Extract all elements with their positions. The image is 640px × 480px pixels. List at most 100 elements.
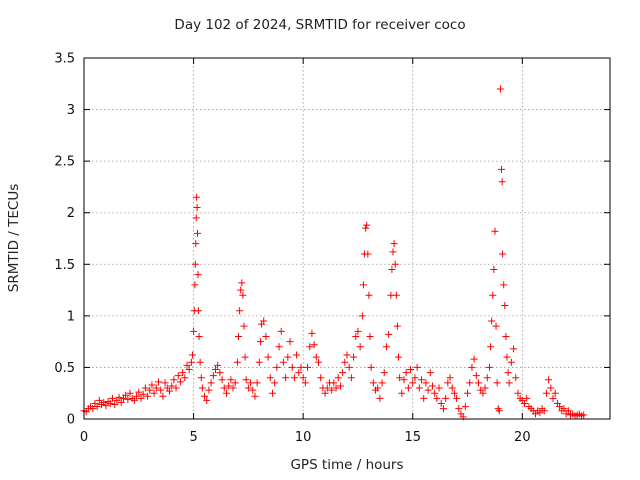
data-point [146,386,154,394]
data-point [310,341,318,349]
data-point [547,384,555,392]
x-tick-label: 15 [404,430,421,445]
data-point [239,291,247,299]
data-point [290,374,298,382]
y-tick-label: 1 [67,309,75,324]
data-point [488,317,496,325]
data-point [241,353,249,361]
data-point [364,250,372,258]
data-point [487,343,495,351]
data-point [363,221,371,229]
data-point [580,411,588,419]
data-point [472,372,480,380]
data-point [168,382,176,390]
data-point [437,400,445,408]
data-point [198,384,206,392]
data-point [220,384,228,392]
data-point [172,384,180,392]
data-point [374,384,382,392]
data-point [491,227,499,235]
data-point [428,382,436,390]
data-point [115,393,123,401]
data-point [435,384,443,392]
data-point [502,332,510,340]
data-point [251,392,259,400]
data-point [191,260,199,268]
x-tick-label: 0 [80,430,88,445]
data-point [521,400,529,408]
data-point [321,389,329,397]
data-point [540,407,548,415]
data-point [389,248,397,256]
data-point [212,365,219,373]
data-point [262,332,270,340]
data-point [301,379,309,387]
data-point [392,291,400,299]
data-point [549,394,557,402]
data-point [450,389,458,397]
data-point [362,224,370,232]
data-point [170,376,178,384]
data-point [227,376,235,384]
data-point [139,390,147,398]
data-point [420,394,428,402]
data-point [95,396,103,404]
data-point [236,307,244,315]
data-point [135,388,143,396]
data-point [388,265,396,273]
data-point [242,376,250,384]
data-point [194,271,202,279]
data-point [117,398,125,406]
data-point [426,369,434,377]
axis-ticks [83,57,610,420]
data-point [124,395,132,403]
data-point [229,384,237,392]
data-point [542,389,550,397]
data-point [391,260,399,268]
data-point [503,353,511,361]
data-points [80,85,588,421]
data-point [188,351,196,359]
y-tick-label: 3.5 [54,52,75,67]
data-point [240,322,248,330]
plot-frame [83,57,611,420]
data-point [369,379,377,387]
data-point [317,374,325,382]
data-point [194,307,202,315]
data-point [523,394,531,402]
data-point [564,407,572,415]
x-axis-label: GPS time / hours [290,457,404,473]
data-point [181,374,189,382]
data-point [244,384,252,392]
data-point [249,386,257,394]
data-point [111,401,119,409]
data-point [209,372,217,380]
data-point [196,358,204,366]
data-point [461,403,469,411]
data-point [496,85,504,93]
data-point [299,374,307,382]
data-point [253,379,261,387]
data-point [238,279,246,287]
data-point [150,389,158,397]
data-point [205,386,213,394]
data-point [358,312,366,320]
data-point [464,389,472,397]
data-point [356,343,364,351]
data-point [402,369,410,377]
data-point [398,389,406,397]
data-point [237,286,245,294]
y-tick-label: 2 [67,206,75,221]
data-point [390,240,398,248]
data-point [273,363,281,371]
data-point [179,369,187,377]
data-point [141,384,149,392]
data-point [102,402,110,410]
data-point [130,396,138,404]
data-point [282,374,290,382]
data-point [203,396,211,404]
data-point [279,358,287,366]
data-point [222,389,230,397]
data-point [415,384,423,392]
